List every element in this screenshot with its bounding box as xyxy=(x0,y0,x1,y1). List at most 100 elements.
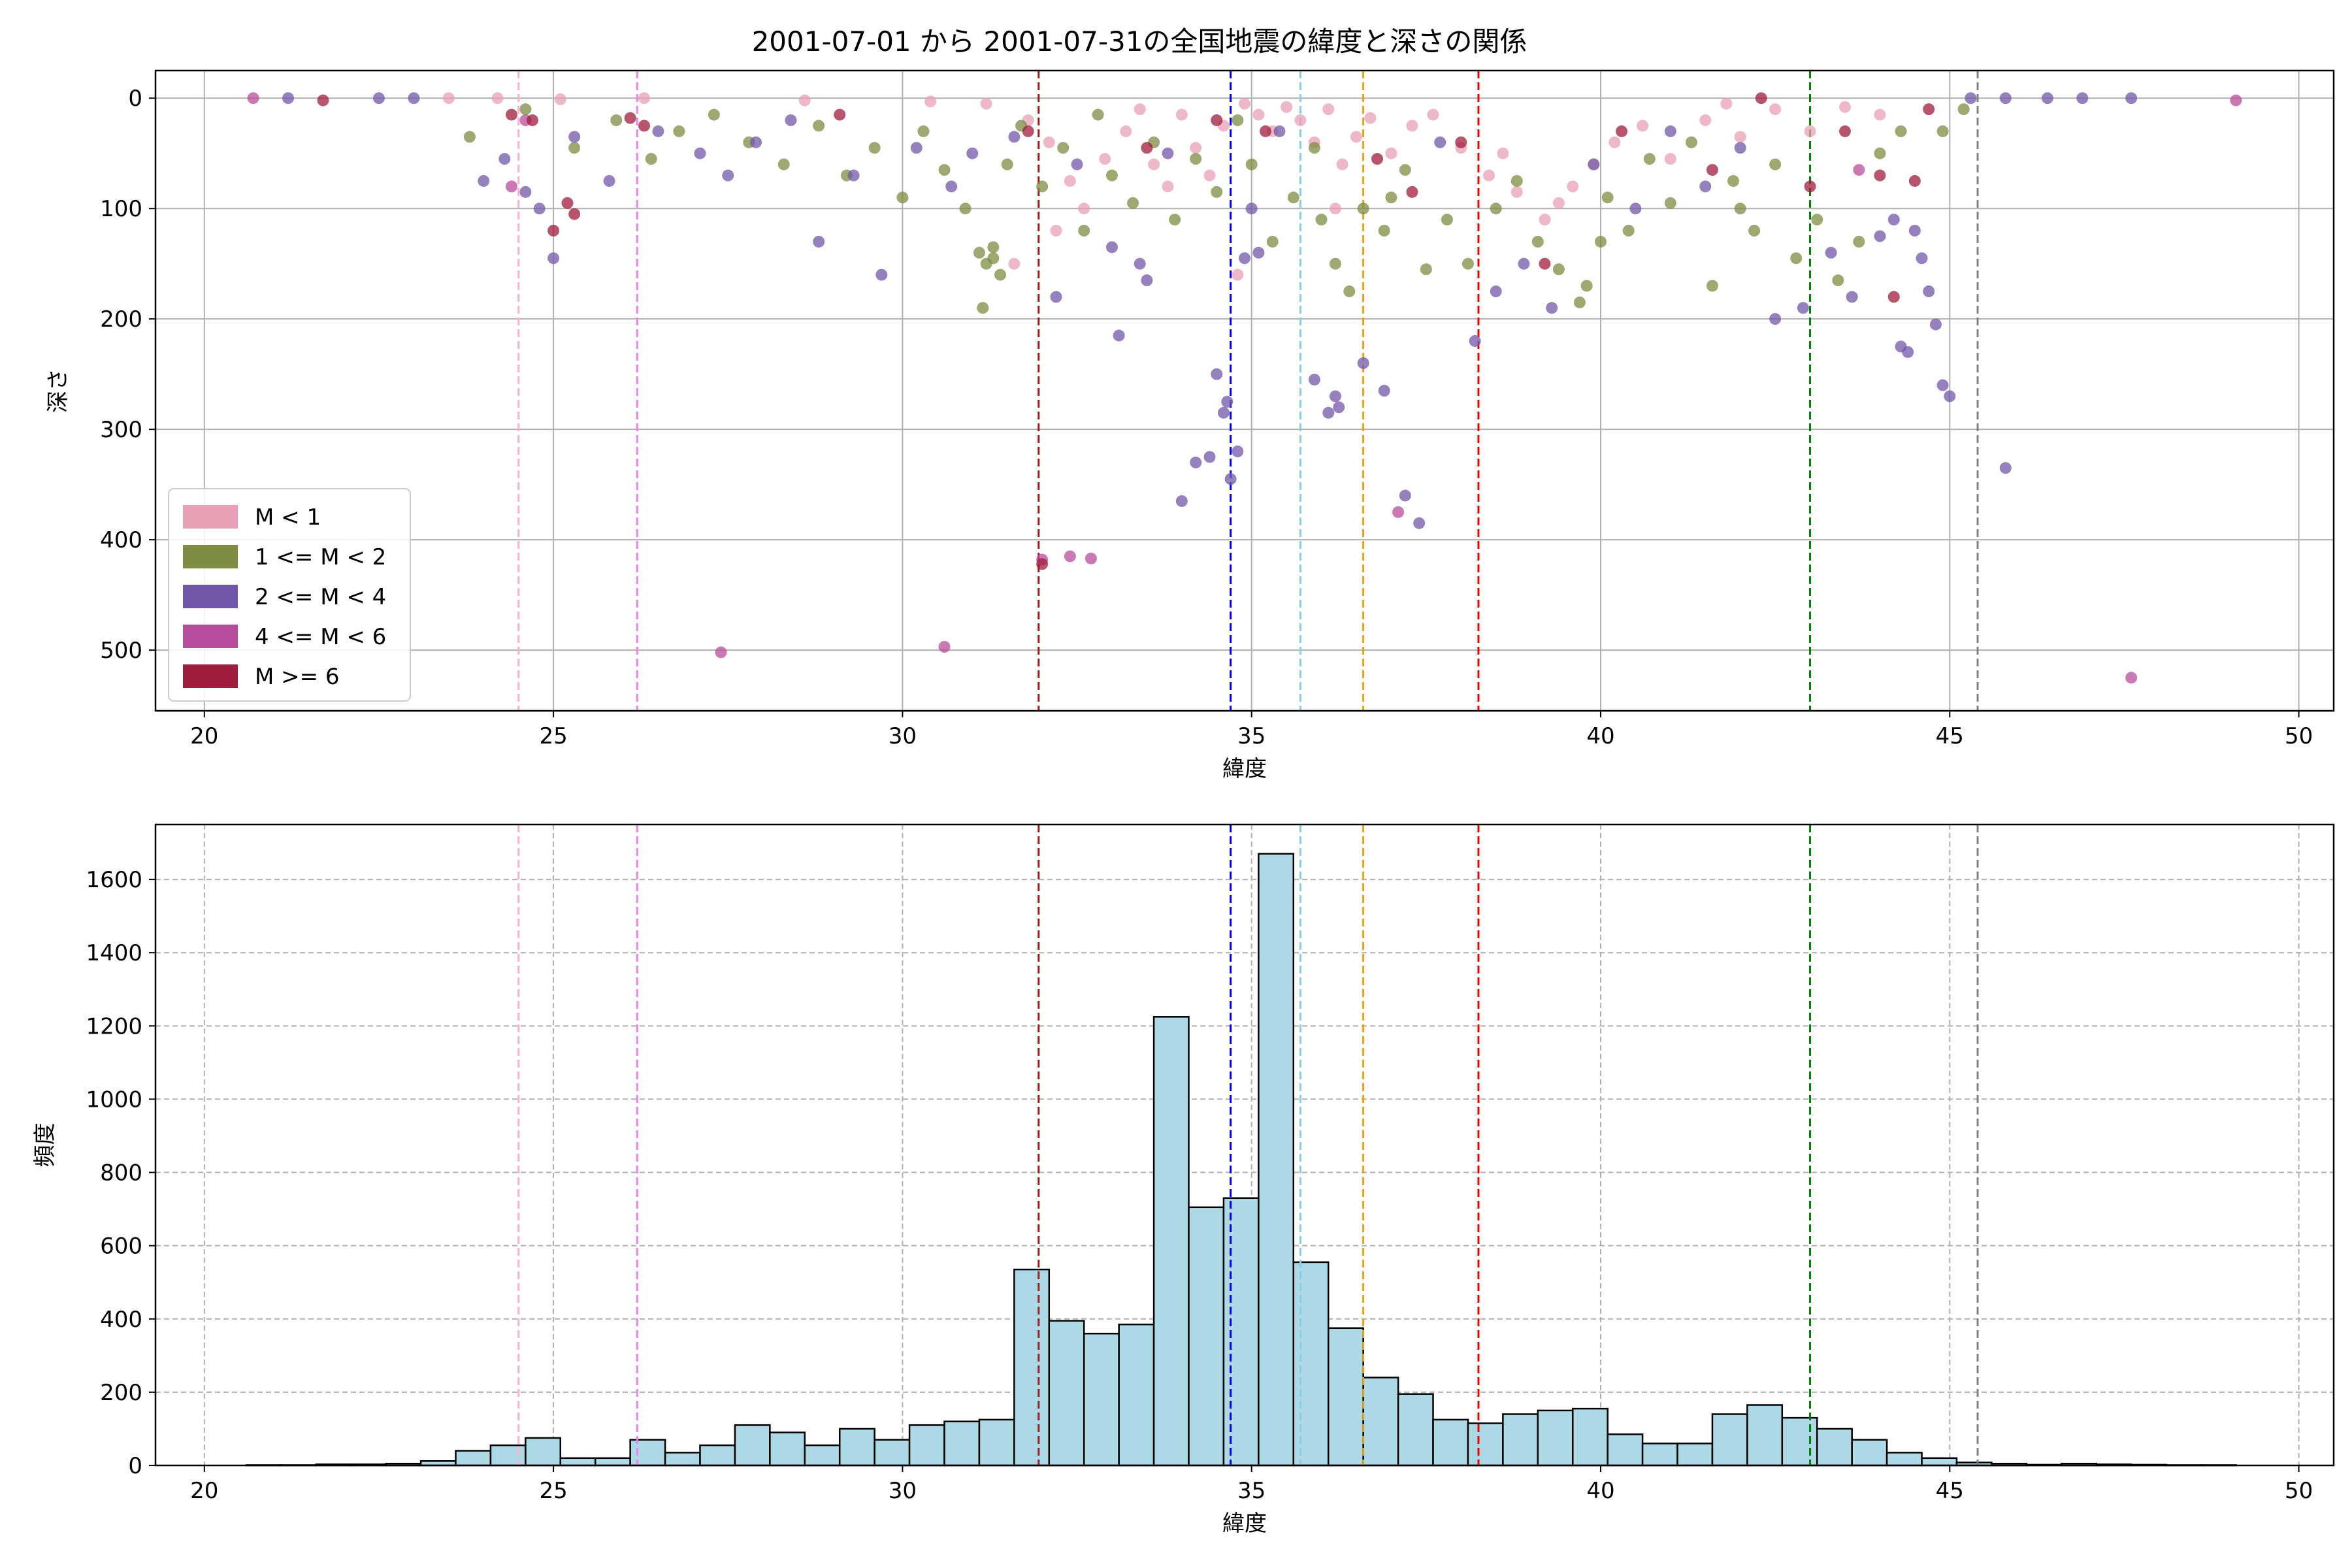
histogram-axes-frame xyxy=(154,823,2335,1467)
histogram-bar xyxy=(1467,1422,1504,1467)
histogram-bar xyxy=(1711,1413,1748,1467)
scatter-point xyxy=(1748,225,1761,237)
scatter-point xyxy=(1629,203,1642,215)
scatter-point xyxy=(1720,97,1733,110)
scatter-point xyxy=(694,147,706,159)
scatter-x-tick-label: 35 xyxy=(1237,723,1266,749)
scatter-point xyxy=(1936,125,1949,137)
scatter-point xyxy=(1211,368,1223,380)
scatter-point xyxy=(1420,263,1432,276)
scatter-point xyxy=(1260,125,1272,137)
scatter-point xyxy=(1120,125,1132,137)
scatter-point xyxy=(1266,235,1279,248)
scatter-point xyxy=(1308,374,1320,386)
histogram-x-tick-label: 35 xyxy=(1237,1478,1266,1504)
histogram-bar xyxy=(1397,1393,1434,1467)
scatter-chart: 20 25 30 35 40 45 50 0 100 200 300 400 500 緯度 深さ M … xyxy=(45,69,2335,782)
scatter-point xyxy=(813,120,825,132)
scatter-point xyxy=(1664,125,1676,137)
scatter-point xyxy=(1211,114,1223,127)
scatter-point xyxy=(1357,203,1369,215)
scatter-point xyxy=(917,125,930,137)
scatter-point xyxy=(1511,174,1523,187)
scatter-y-tick-label: 200 xyxy=(100,306,142,333)
scatter-point xyxy=(1217,406,1230,419)
scatter-point xyxy=(1804,180,1816,193)
scatter-point xyxy=(1050,291,1062,303)
scatter-point xyxy=(1552,263,1565,276)
scatter-point xyxy=(1239,252,1250,265)
scatter-point xyxy=(1105,241,1118,253)
scatter-point xyxy=(1539,214,1551,226)
histogram-bar xyxy=(1083,1332,1120,1467)
scatter-point xyxy=(1497,147,1509,159)
histogram-y-tick-label: 1200 xyxy=(86,1013,142,1039)
scatter-point xyxy=(519,186,532,198)
histogram-bar xyxy=(1292,1261,1330,1467)
scatter-point xyxy=(2230,94,2242,106)
scatter-point xyxy=(1378,225,1390,237)
scatter-point xyxy=(1413,517,1426,529)
scatter-legend: M < 1 1 <= M < 2 2 <= M < 4 4 <= M < 6 M >= … xyxy=(168,488,411,702)
scatter-x-ticks: 20 25 30 35 40 45 50 xyxy=(190,711,2313,749)
scatter-x-tick-label: 40 xyxy=(1586,723,1614,749)
histogram-bar xyxy=(1152,1016,1190,1467)
scatter-point xyxy=(1211,186,1223,198)
scatter-point xyxy=(1601,191,1614,204)
scatter-point xyxy=(1580,280,1593,292)
scatter-point xyxy=(1175,108,1188,121)
scatter-point xyxy=(568,131,581,143)
scatter-point xyxy=(910,142,923,154)
scatter-point xyxy=(847,169,860,182)
scatter-point xyxy=(722,169,734,182)
scatter-point xyxy=(987,241,1000,253)
scatter-point xyxy=(1252,246,1265,259)
scatter-point xyxy=(1224,473,1237,485)
histogram-bar xyxy=(908,1424,945,1467)
scatter-point xyxy=(1999,462,2012,474)
scatter-point xyxy=(247,92,259,105)
scatter-point xyxy=(1434,136,1446,148)
scatter-point xyxy=(1162,180,1174,193)
histogram-bar xyxy=(1886,1452,1923,1467)
scatter-point xyxy=(1923,103,1935,116)
scatter-point xyxy=(1099,153,1111,165)
scatter-point xyxy=(624,112,636,124)
scatter-point xyxy=(1281,101,1293,113)
scatter-point xyxy=(1490,285,1502,297)
histogram-bar xyxy=(1781,1416,1818,1467)
scatter-point xyxy=(1190,153,1202,165)
scatter-point xyxy=(1902,346,1914,358)
scatter-point xyxy=(1539,257,1551,270)
scatter-point xyxy=(317,94,329,106)
scatter-point xyxy=(1853,164,1865,176)
scatter-point xyxy=(834,108,846,121)
scatter-point xyxy=(875,269,888,281)
scatter-point xyxy=(1622,225,1635,237)
scatter-point xyxy=(1329,390,1341,402)
scatter-point xyxy=(1916,252,1928,265)
scatter-point xyxy=(1965,92,1977,105)
scatter-point xyxy=(1769,158,1782,171)
histogram-bar xyxy=(1362,1377,1399,1467)
legend-swatch xyxy=(183,505,238,529)
legend-label: M >= 6 xyxy=(255,664,340,690)
scatter-point xyxy=(1936,379,1949,391)
scatter-point xyxy=(1008,131,1021,143)
scatter-point xyxy=(1643,153,1656,165)
scatter-point xyxy=(1333,401,1345,414)
histogram-bar xyxy=(978,1418,1015,1467)
histogram-y-tick-label: 1000 xyxy=(86,1086,142,1113)
histogram-bar xyxy=(1432,1418,1469,1467)
scatter-point xyxy=(505,108,517,121)
scatter-point xyxy=(1790,252,1803,265)
histogram-bar xyxy=(1641,1443,1678,1467)
scatter-point xyxy=(1036,558,1049,570)
scatter-point xyxy=(442,92,455,105)
scatter-point xyxy=(1944,390,1956,402)
scatter-point xyxy=(1838,125,1851,137)
scatter-point xyxy=(1664,197,1676,209)
scatter-point xyxy=(1329,203,1341,215)
histogram-bar xyxy=(1816,1428,1853,1467)
scatter-point xyxy=(498,153,511,165)
